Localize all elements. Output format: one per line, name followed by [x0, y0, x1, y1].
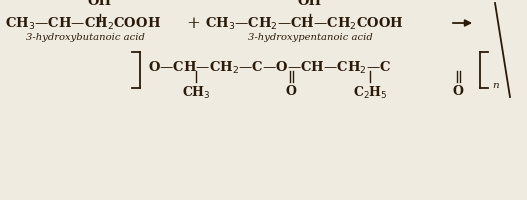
Text: CH$_3$: CH$_3$	[182, 85, 210, 101]
Text: O: O	[453, 85, 463, 98]
Text: CH$_3$—CH$_2$—CH—CH$_2$COOH: CH$_3$—CH$_2$—CH—CH$_2$COOH	[205, 16, 404, 32]
Text: O—CH—CH$_2$—C—O—CH—CH$_2$—C: O—CH—CH$_2$—C—O—CH—CH$_2$—C	[148, 60, 391, 76]
Text: +: +	[186, 15, 200, 32]
Text: CH$_3$—CH—CH$_2$COOH: CH$_3$—CH—CH$_2$COOH	[5, 16, 161, 32]
Text: O: O	[286, 85, 296, 98]
Text: 3-hydroxypentanoic acid: 3-hydroxypentanoic acid	[248, 33, 373, 42]
Text: n: n	[492, 81, 499, 90]
Text: C$_2$H$_5$: C$_2$H$_5$	[353, 85, 387, 101]
Text: OH: OH	[298, 0, 322, 8]
Text: 3-hydroxybutanoic acid: 3-hydroxybutanoic acid	[26, 33, 144, 42]
Text: OH: OH	[88, 0, 112, 8]
